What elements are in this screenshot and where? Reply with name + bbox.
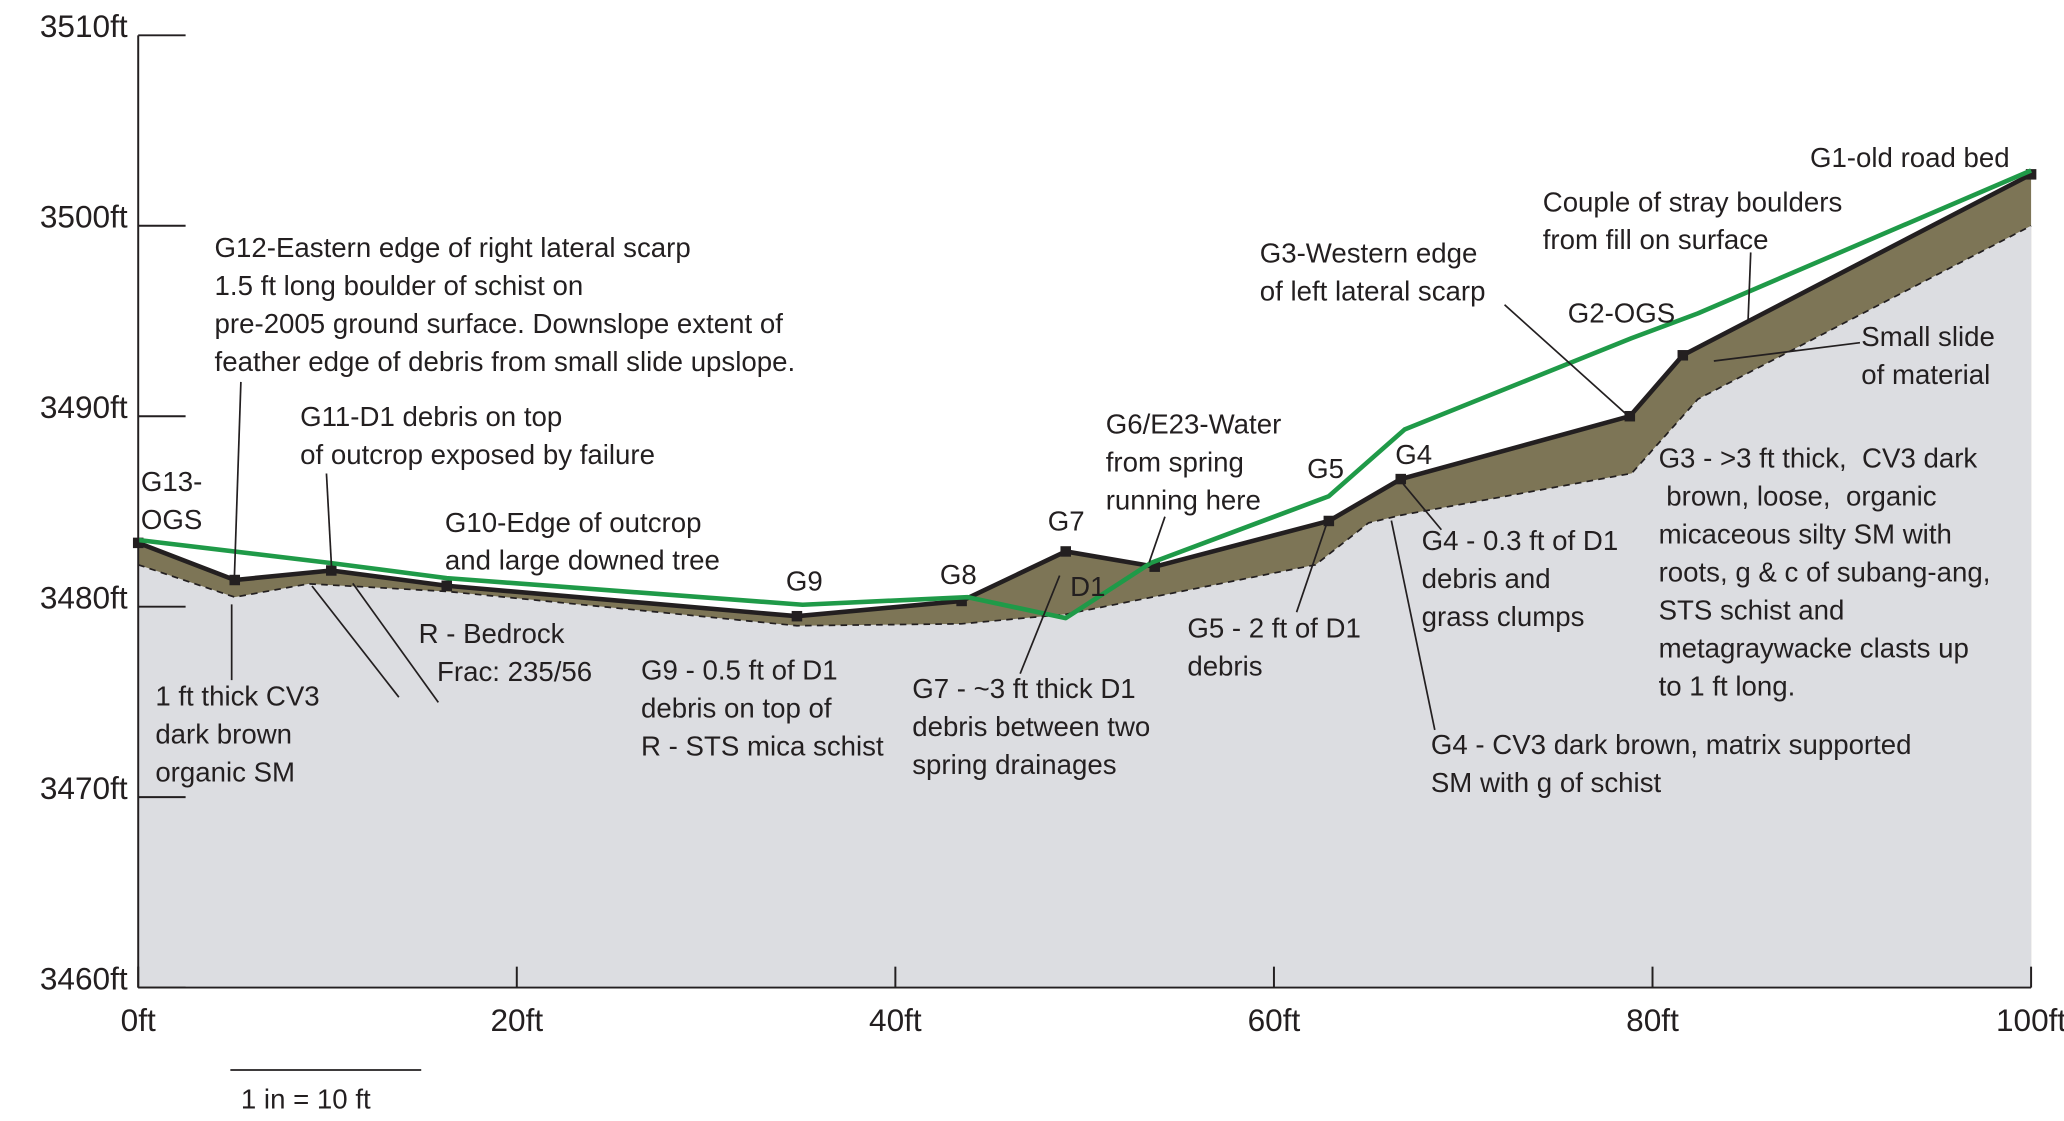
annotation: debris and: [1422, 563, 1551, 594]
annotation: debris on top of: [641, 693, 832, 724]
x-tick-label: 20ft: [490, 1002, 543, 1038]
annotation: Small slide: [1861, 321, 1995, 352]
y-tick-label: 3460ft: [40, 960, 128, 996]
annotation: of left lateral scarp: [1260, 275, 1486, 306]
annotation: G3-Western edge: [1260, 237, 1478, 268]
annotation: G13-: [141, 466, 202, 497]
annotation: organic SM: [155, 757, 295, 788]
annotation: G4: [1395, 439, 1432, 470]
y-tick-label: 3490ft: [40, 389, 128, 425]
annotation: R - Bedrock: [419, 618, 565, 649]
annotation: G1-old road bed: [1810, 142, 2010, 173]
station-marker: [1060, 546, 1071, 556]
cross-section: 3460ft 3470ft 3480ft 3490ft 3500ft 3510ft 0ft 2…: [0, 0, 2064, 1121]
annotation: G5: [1307, 453, 1344, 484]
scale-label: 1 in = 10 ft: [241, 1084, 371, 1115]
annotation: G5 - 2 ft of D1: [1187, 613, 1361, 644]
annotation: D1: [1070, 571, 1105, 602]
station-marker: [441, 580, 452, 590]
y-tick-label: 3500ft: [40, 199, 128, 235]
y-tick-label: 3470ft: [40, 770, 128, 806]
annotation: G6/E23-Water: [1106, 409, 1282, 440]
station-marker: [792, 611, 803, 621]
station-marker: [1395, 474, 1406, 484]
annotation: G4 - 0.3 ft of D1: [1422, 525, 1619, 556]
annotation: grass clumps: [1422, 601, 1585, 632]
x-tick-label: 40ft: [869, 1002, 922, 1038]
annotation: SM with g of schist: [1431, 767, 1662, 798]
annotation: STS schist and: [1659, 595, 1845, 626]
annotation: G10-Edge of outcrop: [445, 507, 702, 538]
annotation: G8: [940, 559, 977, 590]
annotation: pre-2005 ground surface. Downslope exten…: [215, 308, 784, 339]
annotation: 1.5 ft long boulder of schist on: [215, 270, 584, 301]
annotation: to 1 ft long.: [1659, 670, 1796, 701]
annotation: OGS: [141, 504, 202, 535]
x-tick-label: 100ft: [1996, 1002, 2064, 1038]
annotation: from spring: [1106, 447, 1244, 478]
annotation: G3 - >3 ft thick, CV3 dark: [1659, 443, 1978, 474]
annotation: G11-D1 debris on top: [300, 401, 562, 432]
annotation: roots, g & c of subang-ang,: [1659, 557, 1991, 588]
annotation: micaceous silty SM with: [1659, 519, 1952, 550]
annotation: and large downed tree: [445, 545, 720, 576]
annotation: debris between two: [912, 711, 1150, 742]
annotation: from fill on surface: [1543, 224, 1769, 255]
annotation: dark brown: [155, 719, 292, 750]
station-marker: [1324, 516, 1335, 526]
annotation: G2-OGS: [1568, 298, 1675, 329]
annotation: G9: [786, 566, 823, 597]
annotation: spring drainages: [912, 749, 1116, 780]
annotation: R - STS mica schist: [641, 731, 884, 762]
annotation: feather edge of debris from small slide …: [215, 346, 796, 377]
annotation: G4 - CV3 dark brown, matrix supported: [1431, 729, 1912, 760]
annotation: G7: [1048, 506, 1085, 537]
annotation: Frac: 235/56: [437, 656, 592, 687]
x-tick-label: 80ft: [1626, 1002, 1679, 1038]
y-tick-label: 3510ft: [40, 8, 128, 44]
x-tick-label: 60ft: [1248, 1002, 1301, 1038]
annotation: running here: [1106, 485, 1261, 516]
annotation: brown, loose, organic: [1659, 481, 1937, 512]
station-marker: [1625, 411, 1636, 421]
x-tick-label: 0ft: [121, 1002, 156, 1038]
y-tick-label: 3480ft: [40, 580, 128, 616]
annotation: metagraywacke clasts up: [1659, 632, 1969, 663]
annotation: G12-Eastern edge of right lateral scarp: [215, 232, 691, 263]
annotation: 1 ft thick CV3: [155, 681, 319, 712]
annotation: Couple of stray boulders: [1543, 186, 1843, 217]
annotation: G9 - 0.5 ft of D1: [641, 655, 838, 686]
station-marker: [1678, 350, 1689, 360]
annotation: debris: [1187, 651, 1262, 682]
annotation: of outcrop exposed by failure: [300, 439, 655, 470]
annotation: G7 - ~3 ft thick D1: [912, 673, 1135, 704]
annotation: of material: [1861, 359, 1990, 390]
